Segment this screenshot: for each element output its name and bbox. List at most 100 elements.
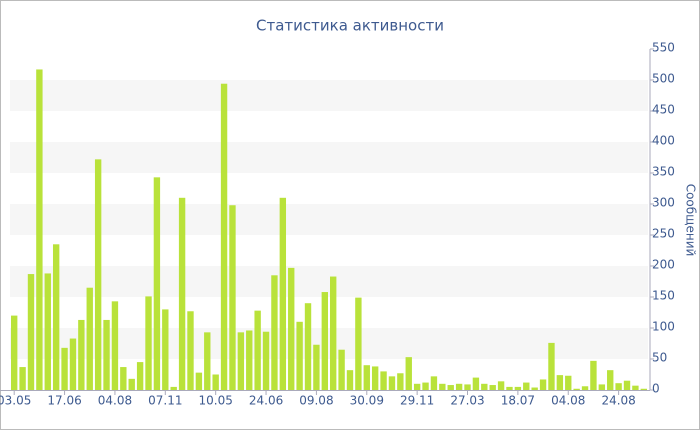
x-tick-label: 03.05 [0,394,31,408]
bar [279,197,287,390]
bar [464,384,471,390]
bar [556,375,564,390]
bar [447,385,454,390]
bar [111,301,119,390]
x-tick-label: 09.08 [299,394,333,408]
bar [86,287,93,390]
bar [573,388,580,390]
y-tick-label: 250 [652,227,675,241]
bar [481,383,488,390]
x-tick-label: 27.03 [450,394,484,408]
bar [304,303,312,390]
bar [497,381,505,390]
x-tick-label: 04.08 [98,394,132,408]
bar [413,383,421,390]
bar [548,342,555,390]
y-tick-label: 150 [652,289,675,303]
bar [455,383,463,390]
bar [204,332,211,390]
bar [44,273,51,390]
bar [195,372,203,390]
y-tick-label: 0 [652,382,660,396]
bar [472,377,480,390]
bar [94,159,102,390]
bar [321,292,328,390]
y-tick-label: 500 [652,72,675,86]
bar [405,357,412,390]
x-tick-label: 24.06 [249,394,283,408]
bar [103,319,110,390]
bar [330,276,337,390]
bar [338,349,345,390]
bar [313,344,320,390]
bar [623,380,631,390]
bar [120,367,127,390]
grid-band [10,204,648,235]
bar [539,379,547,390]
grid-band [10,142,648,173]
bar [422,382,429,390]
bar [19,367,26,390]
x-tick-label: 17.06 [47,394,81,408]
y-axis-title: Сообщений [684,184,698,257]
bar [523,382,530,390]
bar [153,177,161,390]
bar [145,296,152,390]
bar [581,386,589,390]
x-tick-label: 30.09 [350,394,384,408]
bar [271,275,278,390]
bar [346,370,354,390]
bar [388,376,396,390]
bar [237,332,245,390]
bar [598,384,606,390]
bar [52,244,60,390]
x-tick-label: 10.05 [198,394,232,408]
bar [69,338,77,390]
x-tick-label: 29.11 [400,394,434,408]
bar [565,375,572,390]
grid-band [10,80,648,111]
bar [355,297,362,390]
bar [590,360,597,390]
x-tick-label: 24.08 [601,394,635,408]
bar [531,387,538,390]
bar [136,362,144,390]
bar [61,347,68,390]
bar [607,370,614,390]
bar [187,311,194,390]
bar [170,386,177,390]
bar [220,83,228,390]
y-tick-label: 200 [652,258,675,272]
bar [430,376,438,390]
chart-title: Статистика активности [256,17,444,35]
bar [27,274,35,390]
bar [489,385,496,390]
bar [371,366,379,390]
y-tick-label: 50 [652,351,667,365]
bar [363,365,370,390]
bar [439,383,446,390]
y-tick-label: 300 [652,196,675,210]
y-tick-label: 350 [652,165,675,179]
bar [11,315,18,390]
bar [288,267,295,390]
bar [178,197,186,390]
bar [380,371,387,390]
y-tick-label: 450 [652,103,675,117]
bar [262,331,270,390]
bar [615,383,622,390]
bar [212,374,219,390]
x-tick-label: 18.07 [501,394,535,408]
bar [514,386,522,390]
bar [640,388,647,390]
bar [246,330,253,390]
bar [296,321,303,390]
y-tick-label: 550 [652,41,675,55]
y-tick-label: 400 [652,134,675,148]
bar [254,310,261,390]
grid-band [10,266,648,297]
bar [506,386,513,390]
bar [632,385,639,390]
y-tick-label: 100 [652,320,675,334]
